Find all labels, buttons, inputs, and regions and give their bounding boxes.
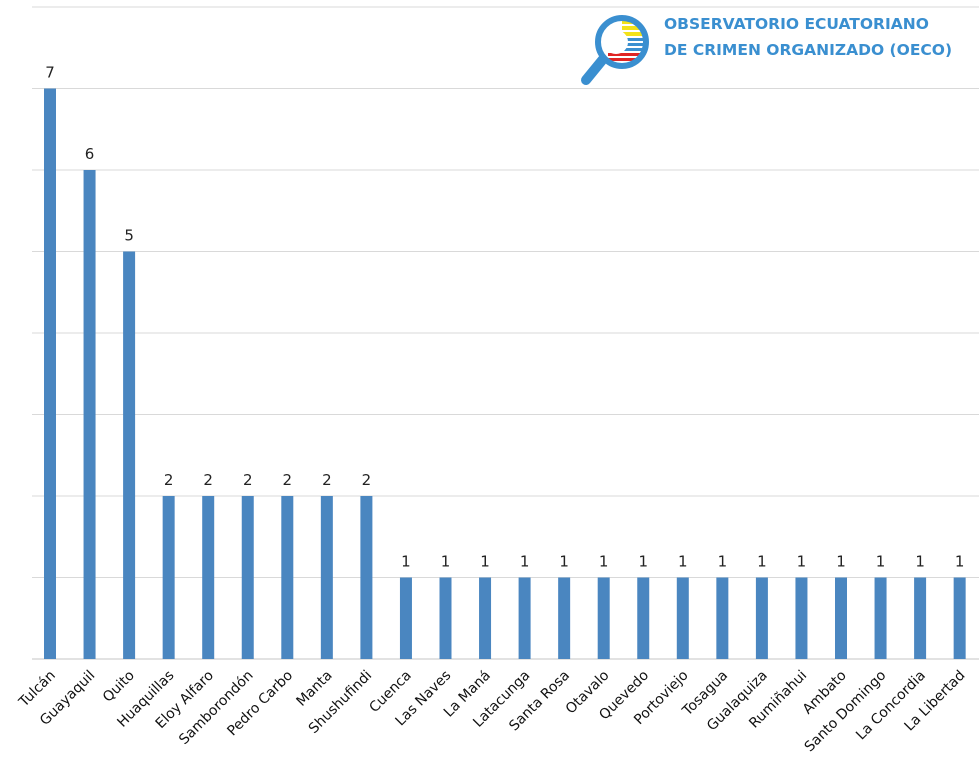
data-label: 1 (638, 553, 648, 571)
data-label: 1 (441, 553, 451, 571)
data-label: 1 (718, 553, 728, 571)
bar (439, 577, 452, 659)
data-label: 2 (243, 471, 253, 489)
bar (716, 577, 729, 659)
bar (835, 577, 847, 659)
gridlines (32, 6, 979, 660)
data-label: 1 (797, 553, 807, 571)
bar (202, 496, 215, 659)
magnifier-icon (581, 15, 649, 85)
data-label: 1 (599, 553, 609, 571)
data-label: 2 (322, 471, 332, 489)
bar (518, 577, 531, 659)
bar (162, 496, 175, 659)
data-label: 7 (45, 64, 55, 82)
data-label: 1 (678, 553, 688, 571)
bar (241, 496, 254, 659)
bar (637, 577, 650, 659)
bar (597, 577, 610, 659)
bar (874, 577, 887, 659)
logo-title-line-1: OBSERVATORIO ECUATORIANO (664, 15, 929, 33)
bar (281, 496, 294, 659)
data-label: 5 (124, 227, 134, 245)
bar (676, 577, 689, 659)
data-label: 2 (362, 471, 372, 489)
bar (479, 577, 492, 659)
bar (360, 496, 373, 659)
bar (83, 170, 96, 659)
bar (914, 577, 927, 659)
data-label: 1 (836, 553, 846, 571)
logo-title-line-2: DE CRIMEN ORGANIZADO (OECO) (664, 41, 953, 59)
category-label: Quito (100, 668, 138, 706)
bar (755, 577, 768, 659)
bar (44, 88, 56, 659)
data-label: 1 (955, 553, 965, 571)
category-label: La Concordia (853, 668, 929, 744)
data-label: 1 (915, 553, 925, 571)
data-label: 1 (876, 553, 886, 571)
bar (795, 577, 808, 659)
bars (44, 88, 966, 659)
data-label: 1 (401, 553, 411, 571)
data-label: 2 (283, 471, 293, 489)
data-label: 2 (164, 471, 174, 489)
data-label: 1 (757, 553, 767, 571)
bar (558, 577, 571, 659)
bar (123, 251, 136, 659)
data-labels: 7 6 5 2 2 2 2 2 2 1 1 1 1 1 1 1 1 1 1 1 1 1 1 1 (45, 64, 964, 571)
data-label: 1 (559, 553, 569, 571)
bar (320, 496, 333, 659)
data-label: 2 (203, 471, 213, 489)
data-label: 6 (85, 145, 95, 163)
bar (399, 577, 412, 659)
oeco-logo: OBSERVATORIO ECUATORIANO DE CRIMEN ORGAN… (578, 6, 979, 92)
data-label: 1 (480, 553, 490, 571)
data-label: 1 (520, 553, 530, 571)
bar (953, 577, 966, 659)
